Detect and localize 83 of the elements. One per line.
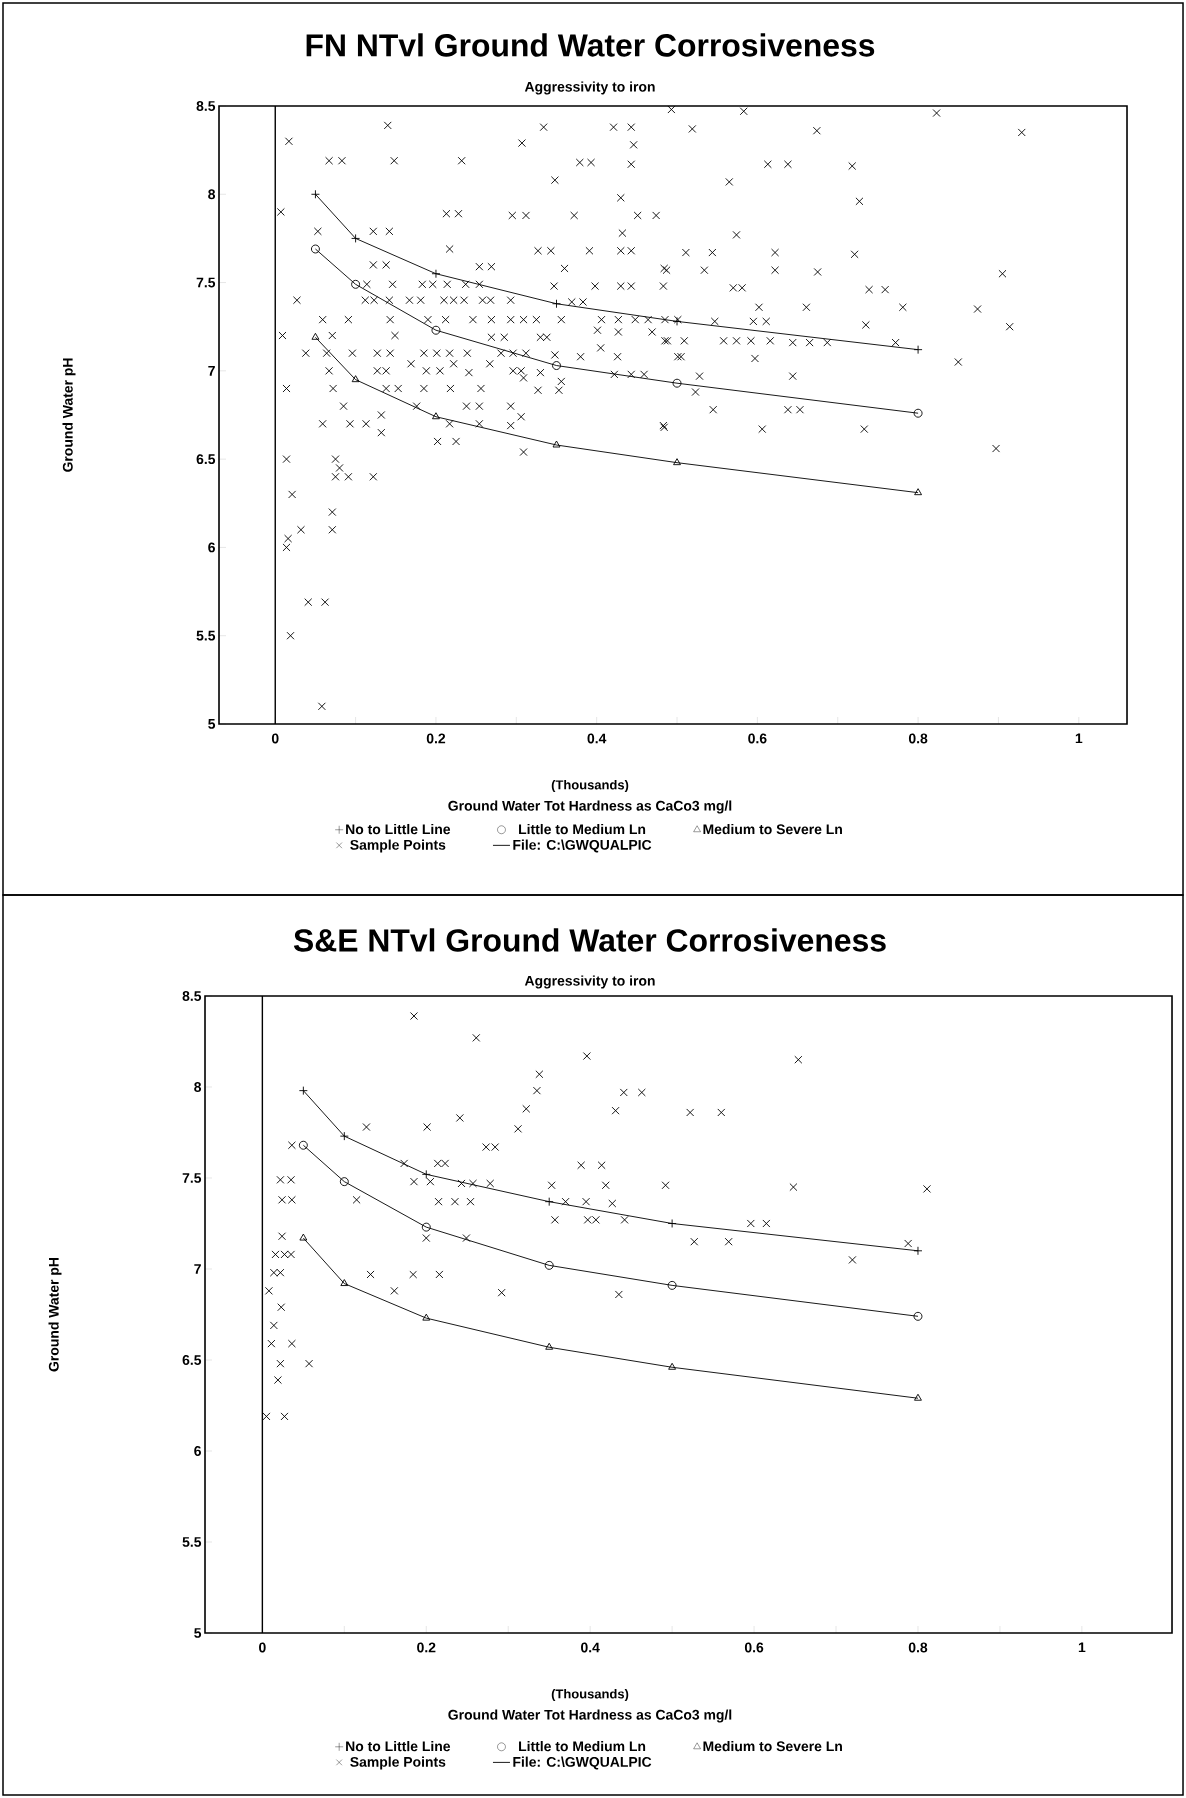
point [310, 244, 320, 254]
y-tick-label: 6.5 [182, 1355, 202, 1365]
legend-label: Medium to Severe Ln [703, 1741, 842, 1752]
point [668, 1362, 677, 1370]
point [340, 1279, 349, 1287]
y-tick-label: 5 [194, 1628, 202, 1638]
x-tick-label: 0.4 [587, 733, 607, 744]
point [351, 375, 360, 383]
point [311, 332, 320, 340]
point [544, 1260, 554, 1270]
x-tick-label: 0.2 [426, 733, 446, 744]
y-axis-title: Ground Water pH [48, 1257, 62, 1372]
x-tick-label: 0.8 [908, 1642, 928, 1653]
chart-title: S&E NTvl Ground Water Corrosiveness [293, 928, 886, 952]
legend-label: Sample Points [350, 839, 446, 853]
x-tick-label: 0.6 [748, 733, 767, 744]
text: (Thousands) [551, 779, 629, 793]
point [298, 1140, 308, 1150]
chart-title: FN NTvl Ground Water Corrosiveness [306, 33, 875, 57]
x-tick-label: 0 [271, 733, 279, 744]
y-tick-label: 7 [194, 1264, 201, 1274]
legend-label: Sample Points [350, 1756, 446, 1770]
y-tick-label: 7.5 [182, 1173, 202, 1183]
point [339, 1177, 349, 1187]
text: File: C:\GWQUALPIC [513, 1756, 652, 1770]
point [298, 1086, 308, 1096]
chart-subtitle: Aggressivity to iron [524, 81, 655, 95]
text: (Thousands) [551, 1688, 629, 1702]
legend-label: Little to Medium Ln [519, 823, 646, 835]
point [673, 458, 681, 466]
point [672, 378, 682, 388]
point [339, 1131, 349, 1141]
y-tick-label: 7.5 [196, 277, 216, 288]
point [421, 1222, 431, 1232]
point [913, 345, 923, 355]
y-tick-label: 5.5 [196, 630, 216, 641]
chart-subtitle: Aggressivity to iron [524, 975, 655, 989]
point [431, 269, 441, 279]
legend-label: No to Little Line [346, 823, 451, 835]
legend-label: Little to Medium Ln [519, 1741, 646, 1752]
point [914, 1393, 922, 1401]
point [913, 1311, 923, 1321]
y-tick-label: 6 [194, 1446, 201, 1456]
x-tick-label: 1 [1075, 733, 1083, 744]
x-tick-label: 0 [259, 1642, 266, 1653]
y-tick-label: 8 [194, 1082, 202, 1092]
point [667, 1219, 677, 1228]
point [552, 361, 561, 370]
point [545, 1342, 554, 1350]
point [432, 412, 440, 420]
point [914, 488, 922, 496]
point [431, 325, 441, 335]
x-tick-label: 0.8 [908, 733, 928, 744]
y-tick-label: 7 [208, 366, 215, 376]
point [422, 1313, 431, 1321]
point [544, 1197, 554, 1207]
point [552, 299, 561, 309]
y-tick-label: 8 [208, 189, 216, 200]
x-tick-label: 1 [1078, 1642, 1086, 1653]
x-tick-label: 0.2 [417, 1642, 436, 1653]
point [913, 1246, 923, 1256]
x-axis-title: Ground Water Tot Hardness as CaCo3 mg/l [448, 1709, 732, 1723]
legend-label: Medium to Severe Ln [703, 823, 842, 835]
y-tick-label: 8.5 [182, 991, 202, 1001]
y-tick-label: 8.5 [196, 101, 216, 111]
point [310, 189, 320, 199]
point [351, 279, 361, 289]
x-axis-title: Ground Water Tot Hardness as CaCo3 mg/l [448, 800, 732, 814]
point [421, 1169, 431, 1179]
x-tick-label: 0.4 [581, 1642, 600, 1653]
point [667, 1280, 677, 1290]
point [913, 408, 923, 418]
y-tick-label: 5 [208, 719, 216, 729]
y-tick-label: 5.5 [182, 1537, 202, 1547]
text: File: C:\GWQUALPIC [513, 839, 652, 853]
point [299, 1233, 308, 1241]
y-tick-label: 6.5 [196, 454, 216, 465]
point [552, 440, 561, 448]
point [351, 233, 361, 243]
y-axis-title: Ground Water pH [62, 358, 76, 472]
x-tick-label: 0.6 [744, 1642, 764, 1653]
legend-label: No to Little Line [346, 1741, 451, 1752]
y-tick-label: 6 [208, 542, 215, 553]
